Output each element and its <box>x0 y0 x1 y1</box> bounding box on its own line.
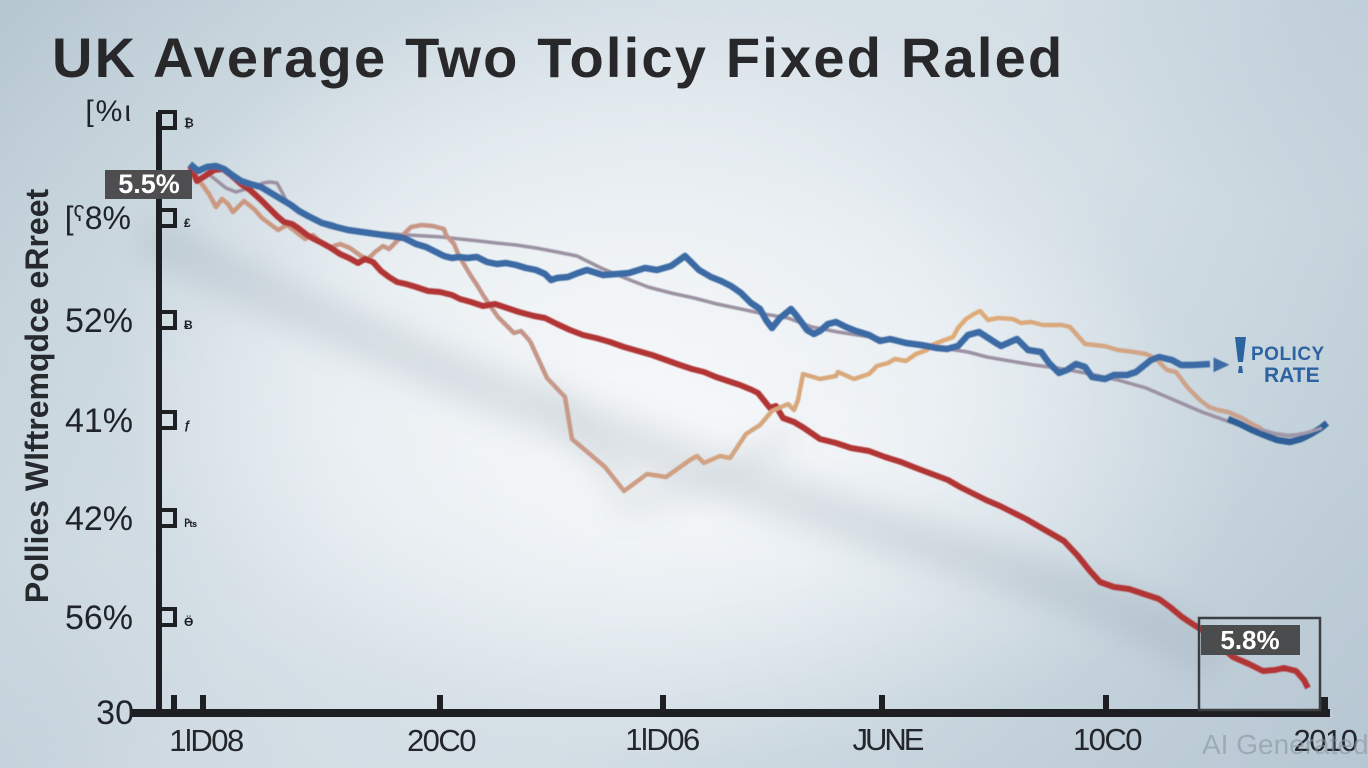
svg-text:56%: 56% <box>65 599 133 637</box>
svg-text:10C0: 10C0 <box>1073 722 1142 757</box>
svg-text:42%: 42% <box>65 500 133 538</box>
svg-text:Pollies Wlftremqdce eRreet: Pollies Wlftremqdce eRreet <box>19 188 55 603</box>
svg-text:1lD06: 1lD06 <box>625 722 699 757</box>
svg-text:ƒ: ƒ <box>184 418 191 432</box>
svg-text:₤: ₤ <box>184 216 191 230</box>
svg-text:AI Generated: AI Generated <box>1202 729 1368 760</box>
svg-text:5.8%: 5.8% <box>1220 625 1279 655</box>
svg-text:5.5%: 5.5% <box>118 169 180 199</box>
svg-text:RATE: RATE <box>1264 364 1320 387</box>
svg-text:[%ι: [%ι <box>85 95 133 128</box>
svg-text:20C0: 20C0 <box>407 723 476 758</box>
svg-text:1lD08: 1lD08 <box>169 723 243 758</box>
svg-text:POLICY: POLICY <box>1251 344 1325 365</box>
svg-text:Ƀ: Ƀ <box>184 318 193 332</box>
svg-text:₿: ₿ <box>184 116 194 130</box>
svg-text:Ӫ: Ӫ <box>184 614 193 629</box>
svg-text:JUNE: JUNE <box>853 722 924 757</box>
svg-text:52%: 52% <box>65 302 133 340</box>
svg-text:30: 30 <box>96 694 134 732</box>
svg-text:2010: 2010 <box>1294 723 1358 758</box>
svg-text:UK Average Two Tolicy Fixed Ra: UK Average Two Tolicy Fixed Raled <box>52 26 1064 89</box>
svg-text:₧: ₧ <box>184 516 197 530</box>
svg-text:[ˁ8%: [ˁ8% <box>65 200 131 236</box>
svg-text:41%: 41% <box>65 402 133 440</box>
